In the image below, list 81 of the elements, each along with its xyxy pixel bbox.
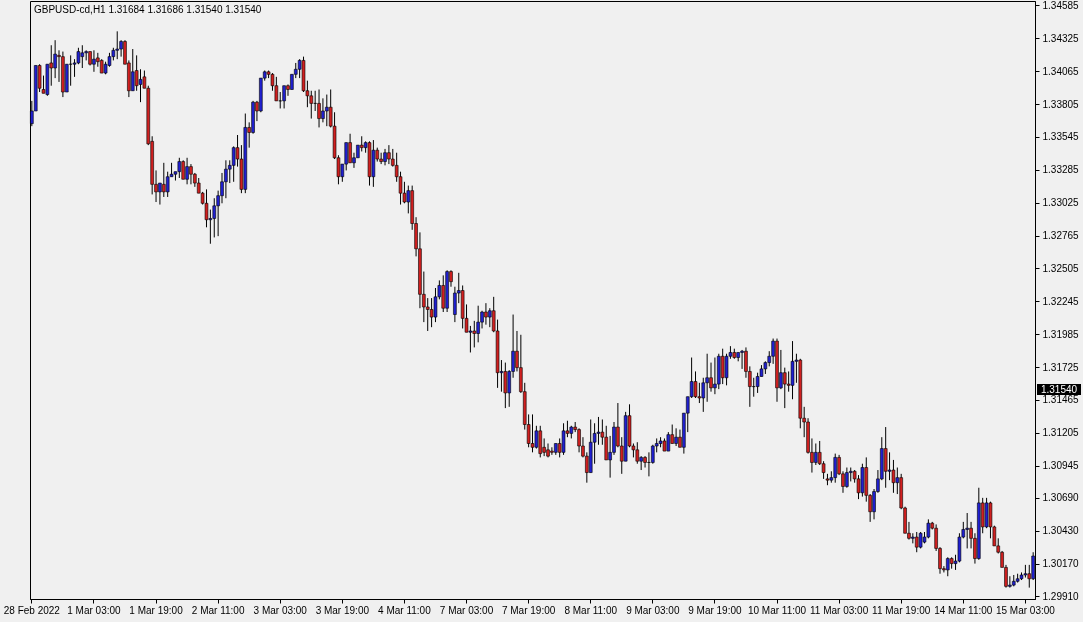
candlestick: [379, 152, 383, 165]
candlestick: [488, 307, 492, 328]
y-tick-label: 1.30430: [1042, 525, 1080, 537]
x-tick-label: 15 Mar 03:00: [995, 604, 1056, 616]
candlestick: [783, 367, 787, 409]
y-tick-label: 1.33805: [1042, 98, 1080, 110]
candlestick: [635, 441, 640, 465]
x-tick-label: 9 Mar 03:00: [626, 604, 680, 616]
candlestick: [530, 413, 535, 453]
y-tick-label: 1.30945: [1042, 460, 1080, 472]
candlestick: [476, 305, 480, 343]
candlestick: [693, 370, 698, 399]
y-tick-label: 1.34065: [1042, 65, 1080, 77]
candlestick: [674, 427, 678, 447]
y-tick-label: 1.33545: [1042, 131, 1080, 143]
y-tick-label: 1.32505: [1042, 262, 1080, 274]
candlestick: [965, 512, 969, 549]
candlestick: [845, 467, 849, 489]
y-tick-label: 1.31205: [1042, 427, 1080, 439]
x-tick-label: 14 Mar 11:00: [934, 604, 993, 616]
x-tick-label: 3 Mar 19:00: [315, 604, 370, 616]
candlestick: [472, 320, 477, 348]
candlestick: [740, 349, 744, 370]
x-tick-label: 4 Mar 11:00: [378, 604, 432, 616]
candlestick: [185, 157, 189, 185]
candlestick: [503, 362, 508, 409]
candlestick: [713, 357, 717, 395]
candlestick: [755, 372, 760, 394]
candlestick: [274, 76, 279, 102]
candlestick: [162, 162, 166, 198]
candlestick: [441, 274, 445, 313]
candlestick: [131, 48, 135, 92]
candlestick: [484, 302, 488, 326]
y-tick-label: 1.30690: [1042, 492, 1080, 504]
candlestick: [946, 556, 950, 577]
candlestick: [317, 89, 321, 128]
y-tick-label: 1.33025: [1042, 197, 1080, 209]
chart-title: GBPUSD-cd,H1 1.31684 1.31686 1.31540 1.31540: [34, 4, 262, 15]
y-tick-label: 1.31985: [1042, 328, 1080, 340]
candlestick: [224, 159, 228, 199]
y-tick-label: 1.31725: [1042, 361, 1080, 373]
y-tick-label: 1.29910: [1042, 590, 1080, 602]
candlestick: [814, 442, 818, 466]
candlestick: [425, 297, 430, 332]
candlestick: [833, 453, 837, 484]
y-tick-label: 1.32765: [1042, 230, 1080, 242]
text: 1.31540: [1040, 384, 1078, 395]
y-tick-label: 1.31465: [1042, 394, 1080, 406]
y-tick-label: 1.33285: [1042, 164, 1080, 176]
x-tick-label: 11 Mar 03:00: [810, 604, 869, 616]
candlestick: [115, 30, 119, 60]
x-tick-label: 1 Mar 03:00: [67, 604, 122, 616]
candlestick: [177, 157, 182, 179]
candlestick: [387, 144, 391, 165]
y-tick-label: 1.34325: [1042, 32, 1080, 44]
candlestick: [325, 94, 329, 127]
x-tick-label: 7 Mar 19:00: [501, 604, 556, 616]
candlestick: [181, 159, 185, 180]
candlestick: [92, 49, 96, 73]
candlestick: [550, 446, 554, 456]
x-tick-label: 1 Mar 19:00: [129, 604, 184, 616]
x-tick-label: 9 Mar 19:00: [688, 604, 743, 616]
candlestick: [666, 431, 671, 452]
y-tick-label: 1.30170: [1042, 558, 1080, 570]
x-tick-label: 7 Mar 03:00: [439, 604, 494, 616]
candlestick: [538, 425, 543, 458]
candlestick: [189, 163, 193, 185]
candlestick: [165, 171, 170, 198]
x-tick-label: 2 Mar 11:00: [191, 604, 245, 616]
x-tick-label: 10 Mar 11:00: [747, 604, 807, 616]
x-tick-label: 28 Feb 2022: [3, 604, 61, 616]
x-tick-label: 8 Mar 11:00: [564, 604, 618, 616]
y-tick-label: 1.32245: [1042, 295, 1080, 307]
y-tick-label: 1.34585: [1042, 0, 1080, 11]
candlestick: [429, 297, 434, 328]
x-tick-label: 3 Mar 03:00: [253, 604, 308, 616]
candlestick: [282, 85, 286, 109]
candlestick: [348, 133, 352, 164]
candlestick: [887, 451, 892, 481]
x-tick-label: 11 Mar 19:00: [872, 604, 931, 616]
candlestick: [321, 97, 325, 123]
